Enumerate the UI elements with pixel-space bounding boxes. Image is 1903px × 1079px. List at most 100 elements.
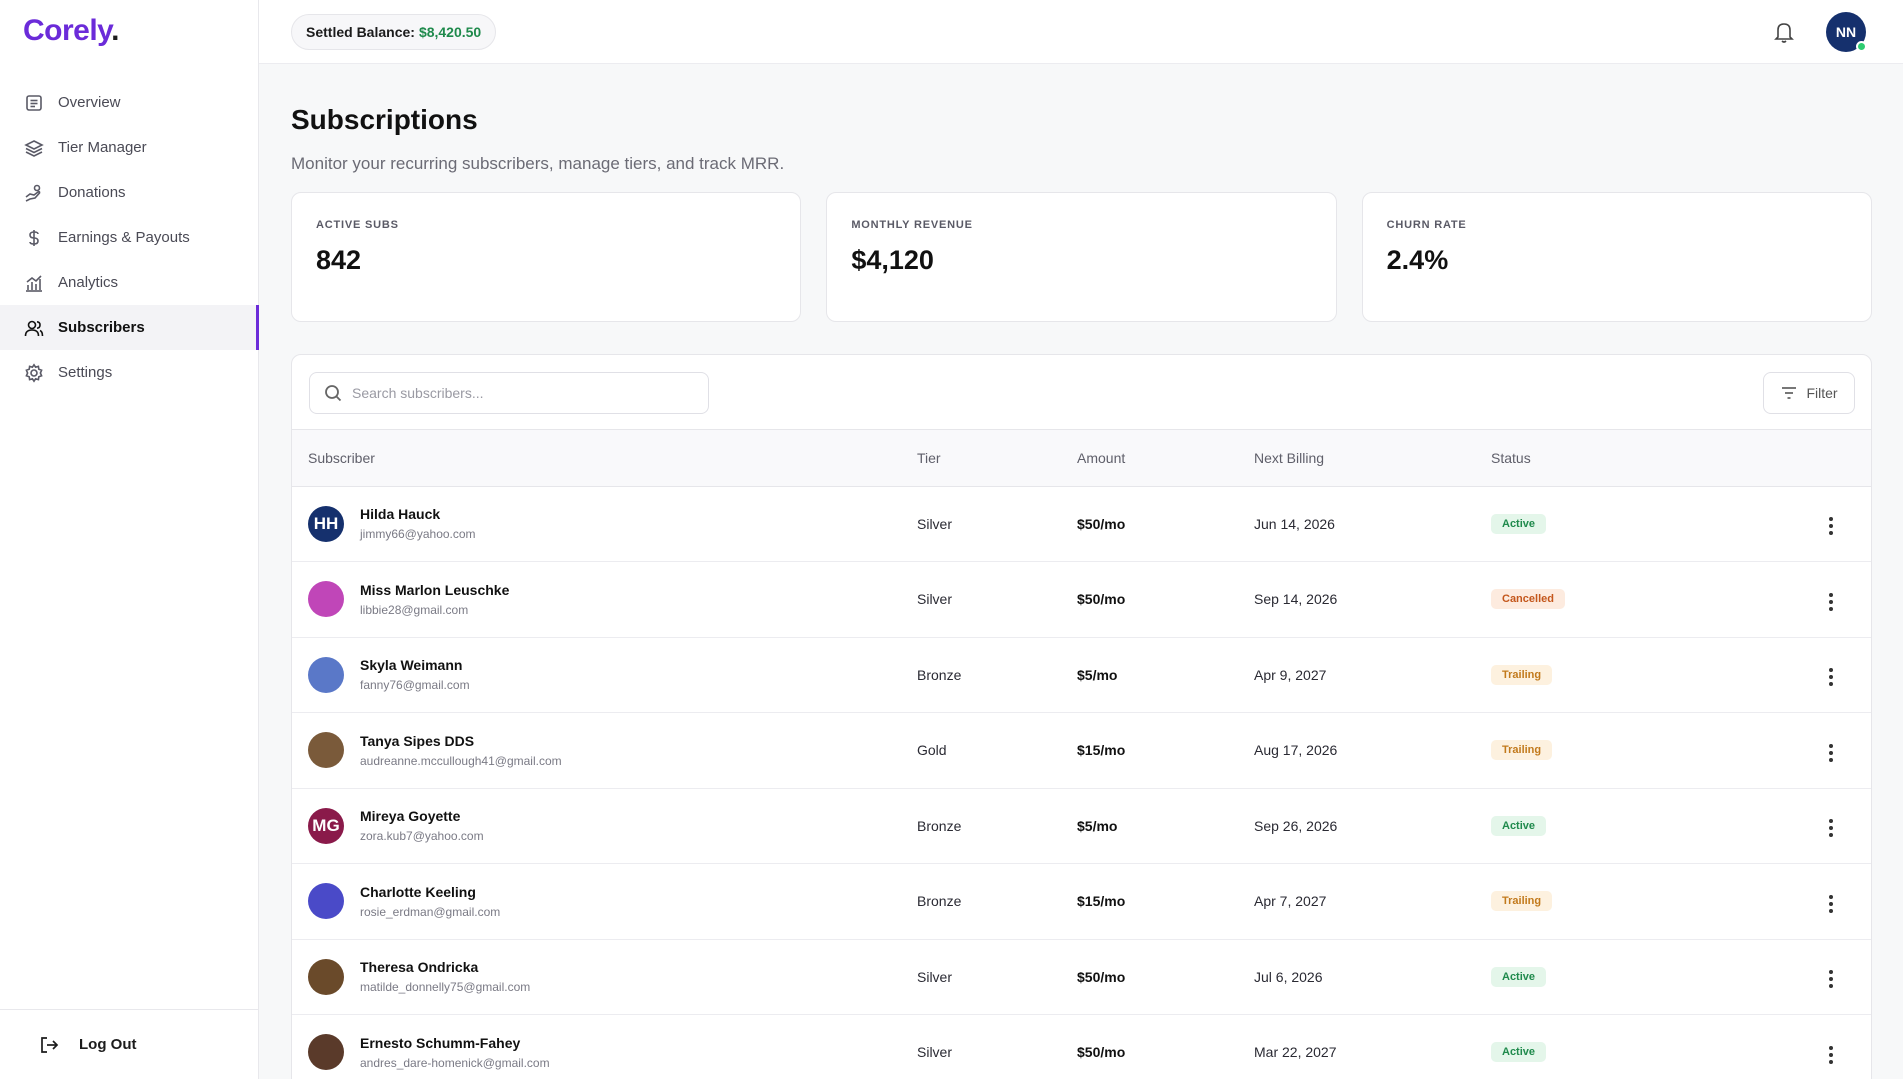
row-menu-button[interactable]	[1821, 815, 1841, 841]
kebab-dot-icon	[1829, 984, 1833, 989]
sidebar-item-earnings-payouts[interactable]: Earnings & Payouts	[0, 215, 259, 260]
kebab-dot-icon	[1829, 675, 1833, 680]
kebab-dot-icon	[1829, 517, 1833, 522]
row-menu-button[interactable]	[1821, 1042, 1841, 1068]
subscriber-avatar	[308, 1034, 344, 1071]
logout-button[interactable]: Log Out	[0, 1009, 259, 1079]
next-billing-cell: Jun 14, 2026	[1254, 515, 1335, 532]
subscribers-table-card: Filter Subscriber Tier Amount Next Billi…	[291, 354, 1872, 1079]
header-subscriber[interactable]: Subscriber	[308, 449, 375, 466]
status-cell: Trailing	[1491, 713, 1791, 789]
subscriber-info: MG Mireya Goyette zora.kub7@yahoo.com	[308, 807, 917, 844]
actions-cell	[1791, 562, 1871, 638]
layers-icon	[24, 139, 44, 157]
tier-cell: Silver	[917, 515, 953, 532]
subscriber-cell: Charlotte Keeling rosie_erdman@gmail.com	[292, 864, 917, 940]
user-avatar[interactable]: NN	[1826, 12, 1867, 52]
status-badge: Cancelled	[1491, 589, 1565, 610]
row-menu-button[interactable]	[1821, 664, 1841, 690]
row-menu-button[interactable]	[1821, 891, 1841, 917]
subscriber-name[interactable]: Charlotte Keeling	[360, 883, 476, 900]
users-icon	[24, 320, 44, 336]
subscriber-name[interactable]: Miss Marlon Leuschke	[360, 581, 510, 598]
subscriber-cell: HH Hilda Hauck jimmy66@yahoo.com	[292, 486, 917, 562]
actions-cell	[1791, 864, 1871, 940]
table-row[interactable]: Miss Marlon Leuschke libbie28@gmail.com …	[292, 562, 1871, 638]
subscriber-name[interactable]: Theresa Ondricka	[360, 959, 479, 976]
table-row[interactable]: Tanya Sipes DDS audreanne.mccullough41@g…	[292, 713, 1871, 789]
subscriber-info: Tanya Sipes DDS audreanne.mccullough41@g…	[308, 732, 917, 769]
stat-value: 2.4%	[1386, 245, 1449, 275]
subscriber-text: Tanya Sipes DDS audreanne.mccullough41@g…	[360, 733, 562, 768]
sidebar-item-tier-manager[interactable]: Tier Manager	[0, 125, 259, 170]
header-status[interactable]: Status	[1491, 449, 1531, 466]
subscriber-avatar: HH	[308, 505, 344, 542]
table-row[interactable]: Charlotte Keeling rosie_erdman@gmail.com…	[292, 864, 1871, 940]
subscriber-name[interactable]: Ernesto Schumm-Fahey	[360, 1034, 521, 1051]
sidebar-item-label: Tier Manager	[58, 139, 147, 156]
sidebar-item-analytics[interactable]: Analytics	[0, 260, 259, 305]
tier-cell: Silver	[917, 591, 953, 608]
subscriber-name[interactable]: Mireya Goyette	[360, 808, 461, 825]
status-badge: Active	[1491, 966, 1547, 987]
table-row[interactable]: HH Hilda Hauck jimmy66@yahoo.com Silver …	[292, 486, 1871, 562]
subscriber-text: Mireya Goyette zora.kub7@yahoo.com	[360, 808, 484, 843]
header-amount[interactable]: Amount	[1077, 449, 1126, 466]
stat-value: $4,120	[851, 245, 934, 275]
amount-cell: $15/mo	[1077, 893, 1126, 910]
kebab-dot-icon	[1829, 606, 1833, 611]
row-menu-button[interactable]	[1821, 740, 1841, 766]
table-row[interactable]: Ernesto Schumm-Fahey andres_dare-homenic…	[292, 1015, 1871, 1079]
tier-cell: Gold	[917, 742, 947, 759]
stat-label: CHURN RATE	[1386, 219, 1467, 231]
filter-button[interactable]: Filter	[1763, 372, 1855, 414]
kebab-dot-icon	[1829, 743, 1833, 748]
header-next-billing[interactable]: Next Billing	[1254, 449, 1325, 466]
notifications-button[interactable]	[1773, 20, 1795, 44]
actions-cell	[1791, 486, 1871, 562]
subscriber-name[interactable]: Tanya Sipes DDS	[360, 732, 475, 749]
brand-logo[interactable]: Corely.	[23, 14, 119, 47]
next-billing-cell: Jul 6, 2026	[1254, 968, 1323, 985]
sidebar-item-overview[interactable]: Overview	[0, 80, 259, 125]
table-row[interactable]: Skyla Weimann fanny76@gmail.com Bronze $…	[292, 637, 1871, 713]
row-menu-button[interactable]	[1821, 513, 1841, 539]
header-tier[interactable]: Tier	[917, 449, 941, 466]
tier-cell: Bronze	[917, 893, 962, 910]
stat-card-active-subs: ACTIVE SUBS 842	[291, 192, 802, 322]
subscriber-cell: Miss Marlon Leuschke libbie28@gmail.com	[292, 562, 917, 638]
status-cell: Trailing	[1491, 864, 1791, 940]
gear-icon	[25, 362, 43, 383]
subscriber-info: Charlotte Keeling rosie_erdman@gmail.com	[308, 883, 917, 920]
amount-cell: $50/mo	[1077, 591, 1126, 608]
search-icon	[325, 385, 342, 402]
sidebar-item-subscribers[interactable]: Subscribers	[0, 305, 259, 350]
table-row[interactable]: MG Mireya Goyette zora.kub7@yahoo.com Br…	[292, 788, 1871, 864]
search-input[interactable]	[352, 385, 692, 401]
next-billing-cell: Apr 9, 2027	[1254, 666, 1327, 683]
filter-icon	[1782, 387, 1797, 399]
stat-card-churn-rate: CHURN RATE 2.4%	[1361, 192, 1872, 322]
subscriber-name[interactable]: Hilda Hauck	[360, 506, 441, 523]
status-cell: Active	[1491, 1015, 1791, 1079]
subscriber-info: Miss Marlon Leuschke libbie28@gmail.com	[308, 581, 917, 618]
sidebar-item-settings[interactable]: Settings	[0, 350, 259, 395]
kebab-dot-icon	[1829, 531, 1833, 536]
table-row[interactable]: Theresa Ondricka matilde_donnelly75@gmai…	[292, 939, 1871, 1015]
kebab-dot-icon	[1829, 894, 1833, 899]
top-bar: Settled Balance: $8,420.50 NN	[259, 0, 1903, 64]
subscriber-info: HH Hilda Hauck jimmy66@yahoo.com	[308, 505, 917, 542]
row-menu-button[interactable]	[1821, 966, 1841, 992]
subscriber-email: rosie_erdman@gmail.com	[360, 904, 501, 919]
sidebar-item-donations[interactable]: Donations	[0, 170, 259, 215]
sidebar-nav: Overview Tier Manager Donations Earnings…	[0, 80, 259, 395]
row-menu-button[interactable]	[1821, 589, 1841, 615]
status-cell: Trailing	[1491, 637, 1791, 713]
actions-cell	[1791, 713, 1871, 789]
kebab-dot-icon	[1829, 908, 1833, 913]
subscriber-avatar	[308, 732, 344, 769]
user-initials: NN	[1835, 24, 1857, 40]
subscriber-name[interactable]: Skyla Weimann	[360, 657, 463, 674]
subscriber-email: fanny76@gmail.com	[360, 678, 470, 693]
subscriber-email: andres_dare-homenick@gmail.com	[360, 1055, 550, 1070]
